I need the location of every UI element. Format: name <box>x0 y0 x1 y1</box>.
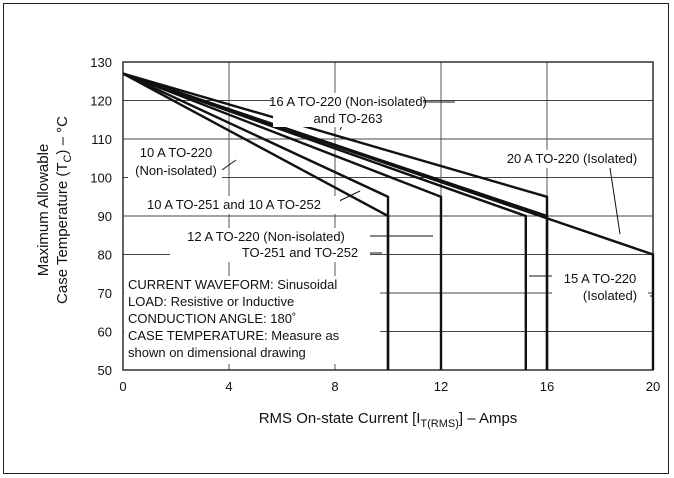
annotation-12a-line1: 12 A TO-220 (Non-isolated) <box>187 229 345 244</box>
y-tick-label: 120 <box>90 94 112 109</box>
annotation-16a: 16 A TO-220 (Non-isolated) and TO-263 <box>269 93 427 127</box>
series-line-4 <box>122 72 527 370</box>
annotation-10a-to251: 10 A TO-251 and 10 A TO-252 <box>128 196 340 214</box>
y-tick-label: 90 <box>98 209 112 224</box>
x-tick-label: 12 <box>434 379 448 394</box>
y-tick-label: 50 <box>98 363 112 378</box>
annotation-10a-to251-text: 10 A TO-251 and 10 A TO-252 <box>147 197 321 212</box>
x-axis-label: RMS On-state Current [IT(RMS)] – Amps <box>259 410 518 430</box>
y-tick-label: 70 <box>98 286 112 301</box>
annotation-leader <box>609 167 621 235</box>
annotation-15a-line2: (Isolated) <box>583 288 637 303</box>
tick-labels: 0 4 8 12 16 20 50 60 70 80 90 100 110 120 130 <box>90 55 660 394</box>
annotation-16a-line1: 16 A TO-220 (Non-isolated) <box>269 94 427 109</box>
annotation-20a: 20 A TO-220 (Isolated) <box>492 150 652 168</box>
conditions-note: CURRENT WAVEFORM: Sinusoidal LOAD: Resis… <box>124 276 380 364</box>
y-tick-label: 60 <box>98 325 112 340</box>
x-tick-label: 0 <box>119 379 126 394</box>
x-tick-label: 20 <box>646 379 660 394</box>
condition-waveform: CURRENT WAVEFORM: Sinusoidal <box>128 277 337 292</box>
y-tick-label: 130 <box>90 55 112 70</box>
x-tick-label: 4 <box>225 379 232 394</box>
annotation-20a-text: 20 A TO-220 (Isolated) <box>507 151 637 166</box>
annotation-12a-line2: TO-251 and TO-252 <box>242 245 358 260</box>
annotation-10a-line2: (Non-isolated) <box>135 163 217 178</box>
annotation-10a-line1: 10 A TO-220 <box>140 145 213 160</box>
figure-frame <box>3 3 669 474</box>
y-axis-label-line2: Case Temperature (TC) – °C <box>54 116 74 304</box>
y-tick-label: 110 <box>91 132 112 147</box>
y-axis-label-line1: Maximum Allowable <box>35 144 52 277</box>
condition-case-temp: CASE TEMPERATURE: Measure as <box>128 328 340 343</box>
annotation-leader <box>221 159 237 171</box>
plot-area-frame <box>122 61 654 371</box>
y-tick-label: 100 <box>90 171 112 186</box>
series-line-3 <box>122 72 443 370</box>
series-line-6 <box>122 72 549 370</box>
y-tick-label: 80 <box>98 248 112 263</box>
condition-angle: CONDUCTION ANGLE: 180˚ <box>128 311 296 326</box>
annotation-15a: 15 A TO-220 (Isolated) <box>552 268 648 304</box>
series-line-2 <box>122 72 390 370</box>
condition-load: LOAD: Resistive or Inductive <box>128 294 294 309</box>
annotation-15a-line1: 15 A TO-220 <box>564 271 637 286</box>
annotation-10a-to220: 10 A TO-220 (Non-isolated) <box>128 143 222 179</box>
x-tick-label: 8 <box>331 379 338 394</box>
condition-drawing: shown on dimensional drawing <box>128 345 306 360</box>
annotation-16a-line2: and TO-263 <box>314 111 383 126</box>
annotation-12a: 12 A TO-220 (Non-isolated) TO-251 and TO… <box>170 228 370 262</box>
x-tick-label: 16 <box>540 379 554 394</box>
